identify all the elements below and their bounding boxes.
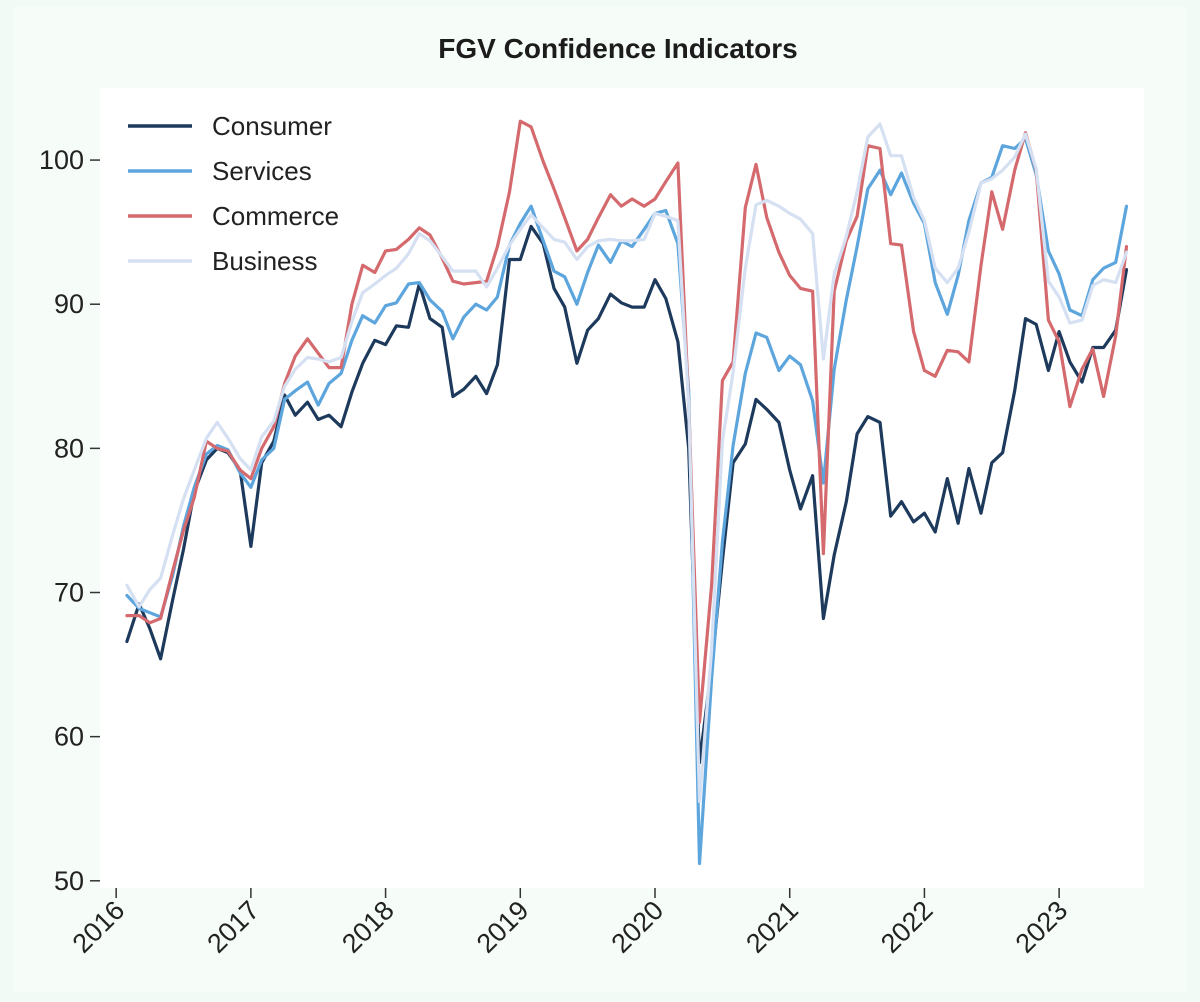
- legend-label-consumer: Consumer: [212, 111, 332, 141]
- chart-title: FGV Confidence Indicators: [438, 33, 797, 64]
- x-tick-label: 2022: [875, 895, 939, 959]
- series-line-consumer: [125, 224, 1129, 765]
- y-tick-label: 70: [54, 578, 84, 608]
- y-tick-label: 60: [54, 722, 84, 752]
- x-tick-label: 2023: [1010, 895, 1074, 959]
- x-tick-label: 2017: [201, 895, 265, 959]
- y-tick-label: 80: [54, 433, 84, 463]
- y-tick-label: 50: [54, 866, 84, 896]
- x-tick-label: 2018: [336, 895, 400, 959]
- x-tick-label: 2020: [606, 895, 670, 959]
- legend-label-commerce: Commerce: [212, 201, 339, 231]
- series-layer: [125, 119, 1129, 866]
- x-tick-label: 2019: [471, 895, 535, 959]
- chart-frame: FGV Confidence Indicators 50 60 70 80 90 100 2…: [14, 6, 1186, 992]
- y-tick-label: 100: [39, 145, 84, 175]
- legend-label-business: Business: [212, 246, 318, 276]
- x-tick-label: 2016: [67, 895, 131, 959]
- legend-label-services: Services: [212, 156, 312, 186]
- legend: Consumer Services Commerce Business: [128, 111, 339, 276]
- series-line-business: [125, 122, 1129, 804]
- line-chart: FGV Confidence Indicators 50 60 70 80 90 100 2…: [39, 33, 1144, 959]
- x-tick-label: 2021: [740, 895, 804, 959]
- y-tick-label: 90: [54, 289, 84, 319]
- series-line-commerce: [125, 119, 1129, 724]
